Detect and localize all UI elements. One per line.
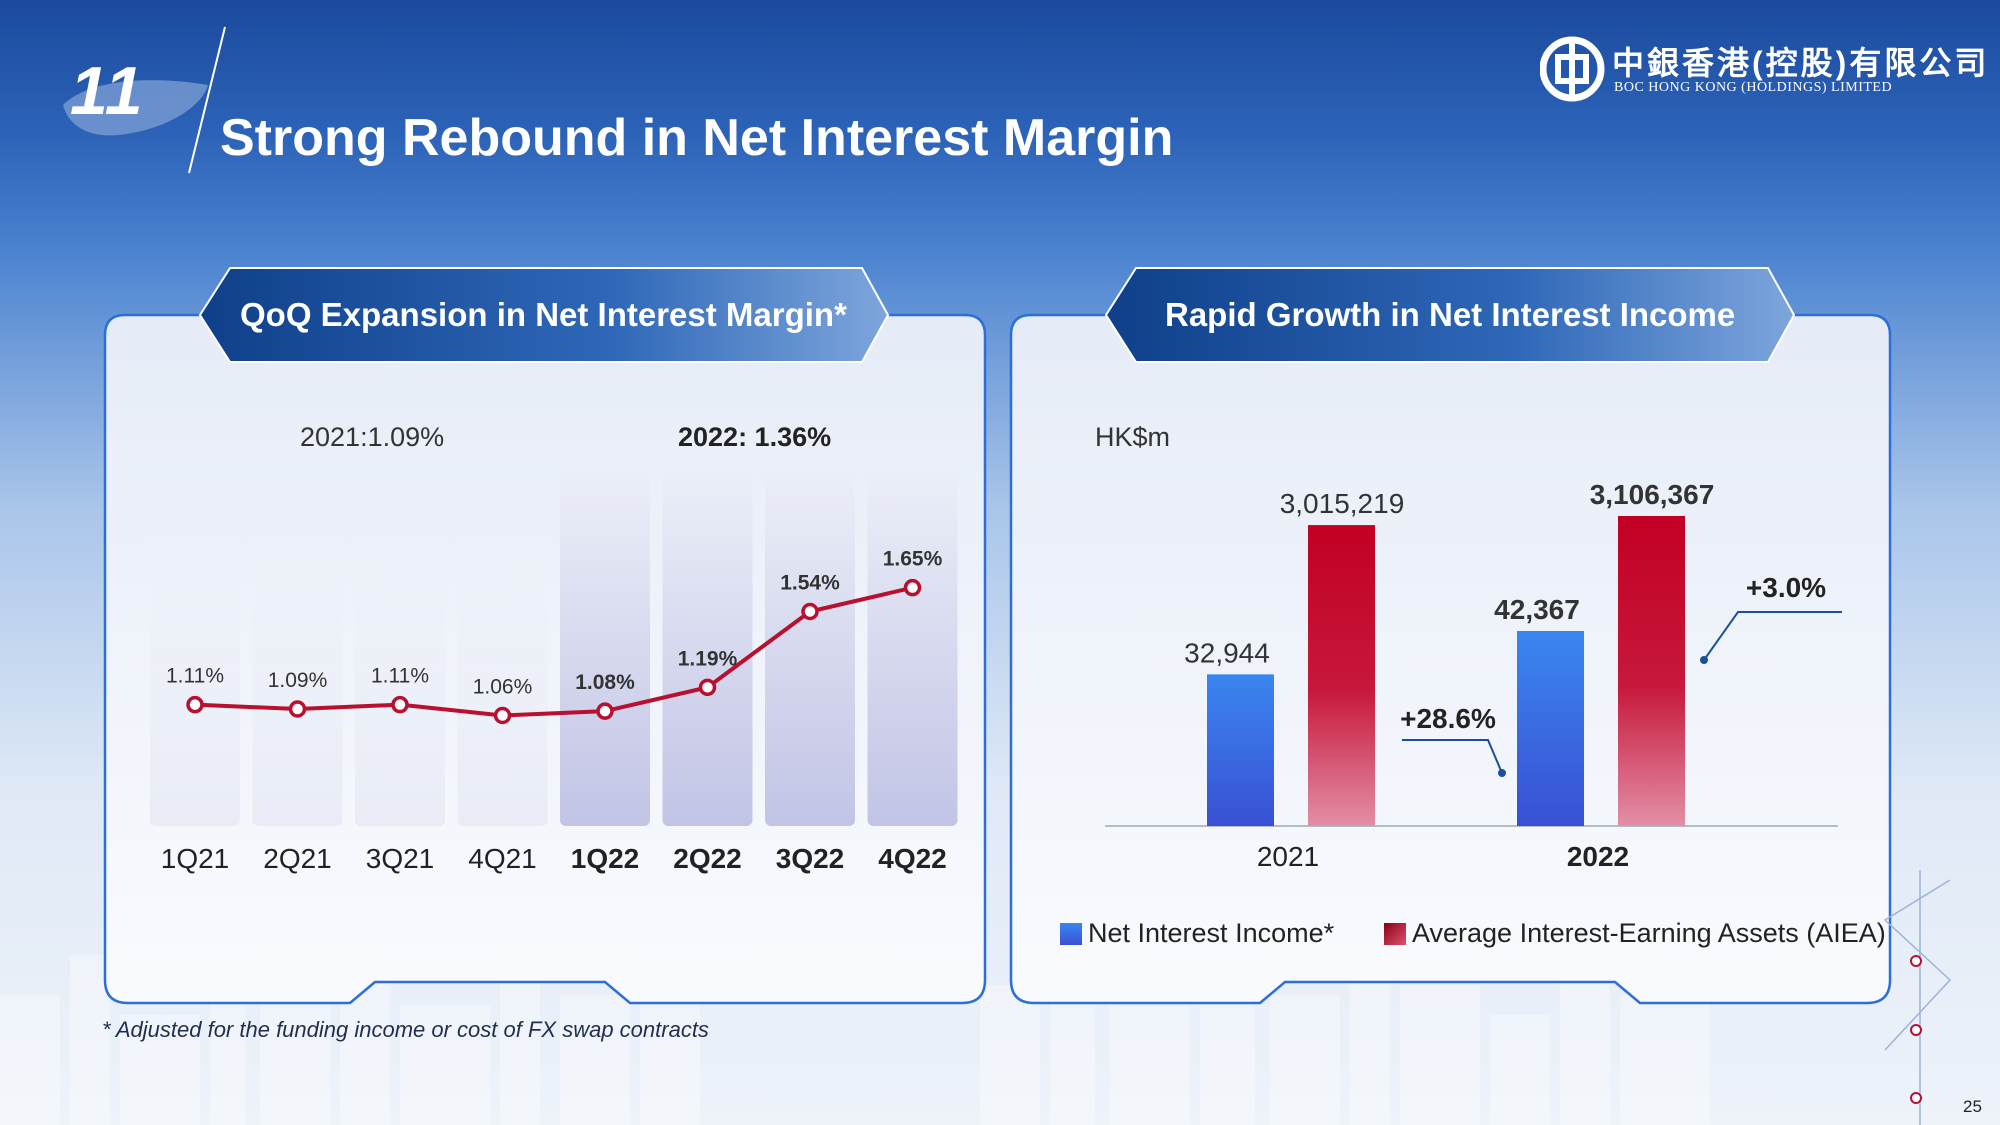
page-number: 25 xyxy=(1963,1097,1982,1116)
x-tick-label: 1Q22 xyxy=(571,843,640,874)
nim-point xyxy=(186,695,204,714)
growth-callout-line xyxy=(1402,739,1503,774)
nii-bar xyxy=(1517,631,1584,826)
footnote: * Adjusted for the funding income or cos… xyxy=(102,1017,709,1042)
quarter-column xyxy=(765,468,855,826)
nim-value-label: 1.54% xyxy=(780,572,840,595)
x-tick-label: 4Q22 xyxy=(878,843,947,874)
logo-chinese-name: 中銀香港(控股)有限公司 xyxy=(1612,45,1990,81)
annotation-2021-nim: 2021:1.09% xyxy=(300,422,445,452)
nim-point xyxy=(596,702,614,720)
header-slash xyxy=(188,26,226,174)
nim-point xyxy=(493,706,512,725)
section-number: 11 xyxy=(70,53,145,129)
aiea-value-label: 3,015,219 xyxy=(1280,488,1405,519)
growth-callout-dot xyxy=(1498,769,1506,777)
left-tab xyxy=(198,267,890,363)
x-tick-label: 3Q22 xyxy=(776,843,845,874)
nim-point xyxy=(391,695,409,714)
aiea-value-label: 3,106,367 xyxy=(1590,479,1715,510)
quarter-column xyxy=(560,468,650,826)
x-tick-label: 4Q21 xyxy=(468,843,537,874)
x-tick-label: 2Q21 xyxy=(263,843,332,874)
legend-swatch-red xyxy=(1384,922,1406,945)
x-tick-label: 1Q21 xyxy=(161,843,230,874)
nim-value-label: 1.08% xyxy=(575,671,635,694)
nii-growth-label: +28.6% xyxy=(1400,703,1496,734)
nim-value-label: 1.19% xyxy=(678,647,738,670)
aiea-growth-label: +3.0% xyxy=(1746,572,1826,603)
legend-swatch-blue xyxy=(1060,922,1082,945)
quarter-column xyxy=(252,500,343,826)
nim-line-chart: 1Q21 2Q21 3Q21 4Q21 1Q22 2Q22 3Q22 4Q22 1.11% 1.0… xyxy=(150,468,958,874)
page-title: Strong Rebound in Net Interest Margin xyxy=(220,109,1174,167)
nii-bar xyxy=(1207,674,1274,826)
x-tick-label: 2021 xyxy=(1257,841,1319,872)
nii-bar-chart: 32,944 3,015,219 2021 42,367 3,106,367 2022 +2… xyxy=(1105,479,1842,872)
quarter-column xyxy=(150,500,240,826)
quarter-column xyxy=(457,500,548,826)
quarter-column xyxy=(662,468,753,826)
tower-decoration-icon xyxy=(1883,870,1952,1125)
nim-series-line xyxy=(194,585,913,718)
nim-point xyxy=(288,700,307,718)
boc-logo-icon xyxy=(1540,36,1605,102)
nim-value-label: 1.11% xyxy=(371,665,429,688)
growth-callout-dot xyxy=(1700,656,1708,664)
x-tick-label: 3Q21 xyxy=(366,843,435,874)
nim-point xyxy=(903,578,922,597)
nim-value-label: 1.09% xyxy=(268,669,328,692)
growth-callout-line xyxy=(1703,611,1842,661)
aiea-bar xyxy=(1618,516,1685,826)
nim-value-label: 1.65% xyxy=(883,548,943,571)
x-tick-label: 2022 xyxy=(1567,841,1629,872)
quarter-column xyxy=(355,500,445,826)
aiea-bar xyxy=(1308,525,1375,826)
legend-label: Average Interest-Earning Assets (AIEA) xyxy=(1412,918,1886,948)
nii-value-label: 42,367 xyxy=(1494,594,1580,625)
section-brush xyxy=(63,80,208,136)
quarter-column xyxy=(867,468,958,826)
right-tab xyxy=(1104,267,1796,363)
nim-point xyxy=(698,678,717,697)
legend-label: Net Interest Income* xyxy=(1088,918,1335,948)
right-chart-title: Rapid Growth in Net Interest Income xyxy=(1165,296,1736,333)
right-panel xyxy=(1009,313,1892,1005)
annotation-2022-nim: 2022: 1.36% xyxy=(678,422,832,452)
nii-value-label: 32,944 xyxy=(1184,637,1270,668)
y-unit-label: HK$m xyxy=(1095,422,1171,452)
x-tick-label: 2Q22 xyxy=(673,843,742,874)
left-chart-title: QoQ Expansion in Net Interest Margin* xyxy=(240,296,847,333)
nim-value-label: 1.06% xyxy=(473,676,533,699)
logo-english-name: BOC HONG KONG (HOLDINGS) LIMITED xyxy=(1614,80,1893,95)
nim-point xyxy=(801,602,819,621)
legend-net-interest-income: Net Interest Income* xyxy=(1060,918,1334,949)
nim-value-label: 1.11% xyxy=(166,665,224,688)
legend-aiea: Average Interest-Earning Assets (AIEA) xyxy=(1384,918,1886,949)
